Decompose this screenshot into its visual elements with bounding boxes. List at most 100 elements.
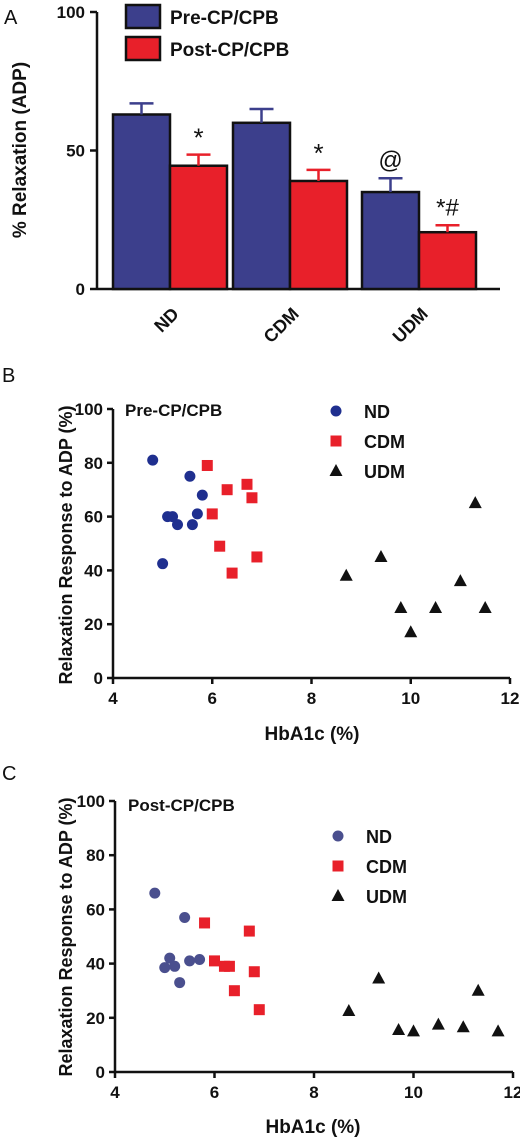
panel-b-plot: 0 20 40 60 80 100 4 6 8 10 12 ND CDM UDM [75, 400, 520, 708]
y-tick-label: 0 [94, 669, 103, 688]
x-tick-label: 6 [208, 689, 217, 708]
data-point-nd [167, 511, 179, 523]
data-point-nd [147, 454, 159, 466]
panel-c-title: Post-CP/CPB [128, 796, 235, 815]
legend-swatch [124, 3, 162, 30]
legend-label: ND [366, 827, 392, 847]
x-tick-label: 12 [501, 689, 520, 708]
legend-marker [329, 464, 343, 476]
panel-a-plot: 0 50 100 ND CDM UDM * * @ *# Pre-CP/CPB Post-CP/CPB [57, 3, 500, 347]
data-point-udm [392, 1022, 406, 1035]
legend-label: Pre-CP/CPB [170, 8, 279, 29]
data-point-nd [196, 489, 208, 501]
x-tick-label: 8 [309, 1083, 318, 1102]
x-tick-label: ND [150, 304, 183, 337]
x-tick-label: UDM [389, 304, 432, 347]
x-tick-label: 4 [110, 1083, 120, 1102]
data-point-nd [169, 960, 181, 972]
data-point-nd [157, 558, 169, 570]
data-point-nd [149, 887, 161, 899]
data-point-udm [339, 568, 353, 581]
data-point-cdm [221, 484, 233, 496]
legend-swatch [124, 35, 162, 62]
panel-label-b: B [2, 365, 15, 387]
data-point-cdm [206, 508, 218, 520]
data-point-cdm [253, 1004, 265, 1016]
x-tick-label: 10 [404, 1083, 423, 1102]
data-point-nd [174, 977, 186, 989]
x-tick-label: 10 [401, 689, 420, 708]
data-point-cdm [226, 567, 238, 579]
panel-label-a: A [4, 7, 18, 29]
legend-label: CDM [366, 857, 407, 877]
data-point-nd [164, 952, 176, 964]
data-point-cdm [228, 985, 240, 997]
y-tick-label: 50 [66, 142, 85, 161]
panel-b-title: Pre-CP/CPB [125, 401, 222, 420]
legend-label: UDM [364, 462, 405, 482]
data-point-nd [184, 955, 196, 967]
bar [231, 121, 292, 291]
bar [111, 113, 172, 291]
data-point-udm [471, 983, 485, 996]
data-point-nd [172, 519, 184, 531]
panel-c: C Relaxation Response to ADP (%) HbA1c (… [2, 763, 520, 1138]
data-point-nd [194, 954, 206, 966]
panel-b: B Relaxation Response to ADP (%) HbA1c (… [2, 365, 519, 745]
data-point-nd [159, 962, 171, 974]
panel-c-ylabel: Relaxation Response to ADP (%) [56, 797, 76, 1076]
data-point-udm [429, 601, 443, 614]
bar [288, 179, 349, 291]
panel-c-xlabel: HbA1c (%) [265, 1117, 360, 1138]
y-tick-label: 20 [86, 1009, 105, 1028]
significance-annotation: *# [436, 194, 459, 221]
x-tick-label: 8 [307, 689, 316, 708]
bar [168, 164, 229, 291]
data-point-cdm [248, 966, 260, 978]
data-point-cdm [246, 492, 258, 504]
y-tick-label: 100 [57, 3, 85, 22]
x-tick-label: 6 [210, 1083, 219, 1102]
y-tick-label: 40 [86, 955, 105, 974]
data-point-cdm [251, 551, 263, 563]
data-point-udm [342, 1004, 356, 1017]
legend-label: ND [364, 402, 390, 422]
data-point-udm [468, 496, 482, 509]
y-tick-label: 0 [76, 280, 85, 299]
legend-marker [331, 889, 345, 901]
data-point-udm [394, 601, 408, 614]
data-point-nd [184, 470, 196, 482]
x-tick-label: 4 [108, 689, 118, 708]
x-tick-label: CDM [260, 304, 303, 347]
data-point-cdm [201, 459, 213, 471]
data-point-udm [404, 625, 418, 638]
data-point-udm [478, 601, 492, 614]
y-tick-label: 60 [86, 900, 105, 919]
data-point-udm [431, 1017, 445, 1030]
data-point-cdm [241, 478, 253, 490]
data-point-udm [453, 574, 467, 587]
x-tick-label: 12 [504, 1083, 520, 1102]
data-point-udm [372, 971, 386, 984]
panel-b-xlabel: HbA1c (%) [264, 724, 359, 745]
data-point-udm [407, 1024, 420, 1037]
legend-label: CDM [364, 432, 405, 452]
panel-b-ylabel: Relaxation Response to ADP (%) [56, 405, 76, 684]
panel-label-c: C [2, 763, 16, 785]
data-point-cdm [209, 955, 220, 967]
legend-marker [332, 830, 344, 842]
data-point-udm [456, 1020, 470, 1033]
bar [417, 230, 478, 291]
bar [360, 190, 421, 291]
panel-a: A % Relaxation (ADP) 0 50 100 ND CDM UDM * * @ *#… [4, 3, 500, 347]
y-tick-label: 40 [84, 561, 103, 580]
significance-annotation: * [313, 138, 323, 168]
panel-c-plot: 0 20 40 60 80 100 4 6 8 10 12 ND CDM UDM [77, 792, 520, 1102]
data-point-udm [374, 549, 388, 562]
data-point-nd [179, 912, 191, 924]
significance-annotation: * [193, 123, 203, 153]
panel-a-ylabel: % Relaxation (ADP) [10, 62, 31, 238]
data-point-nd [191, 508, 203, 520]
data-point-cdm [243, 925, 255, 937]
y-tick-label: 100 [75, 400, 103, 419]
